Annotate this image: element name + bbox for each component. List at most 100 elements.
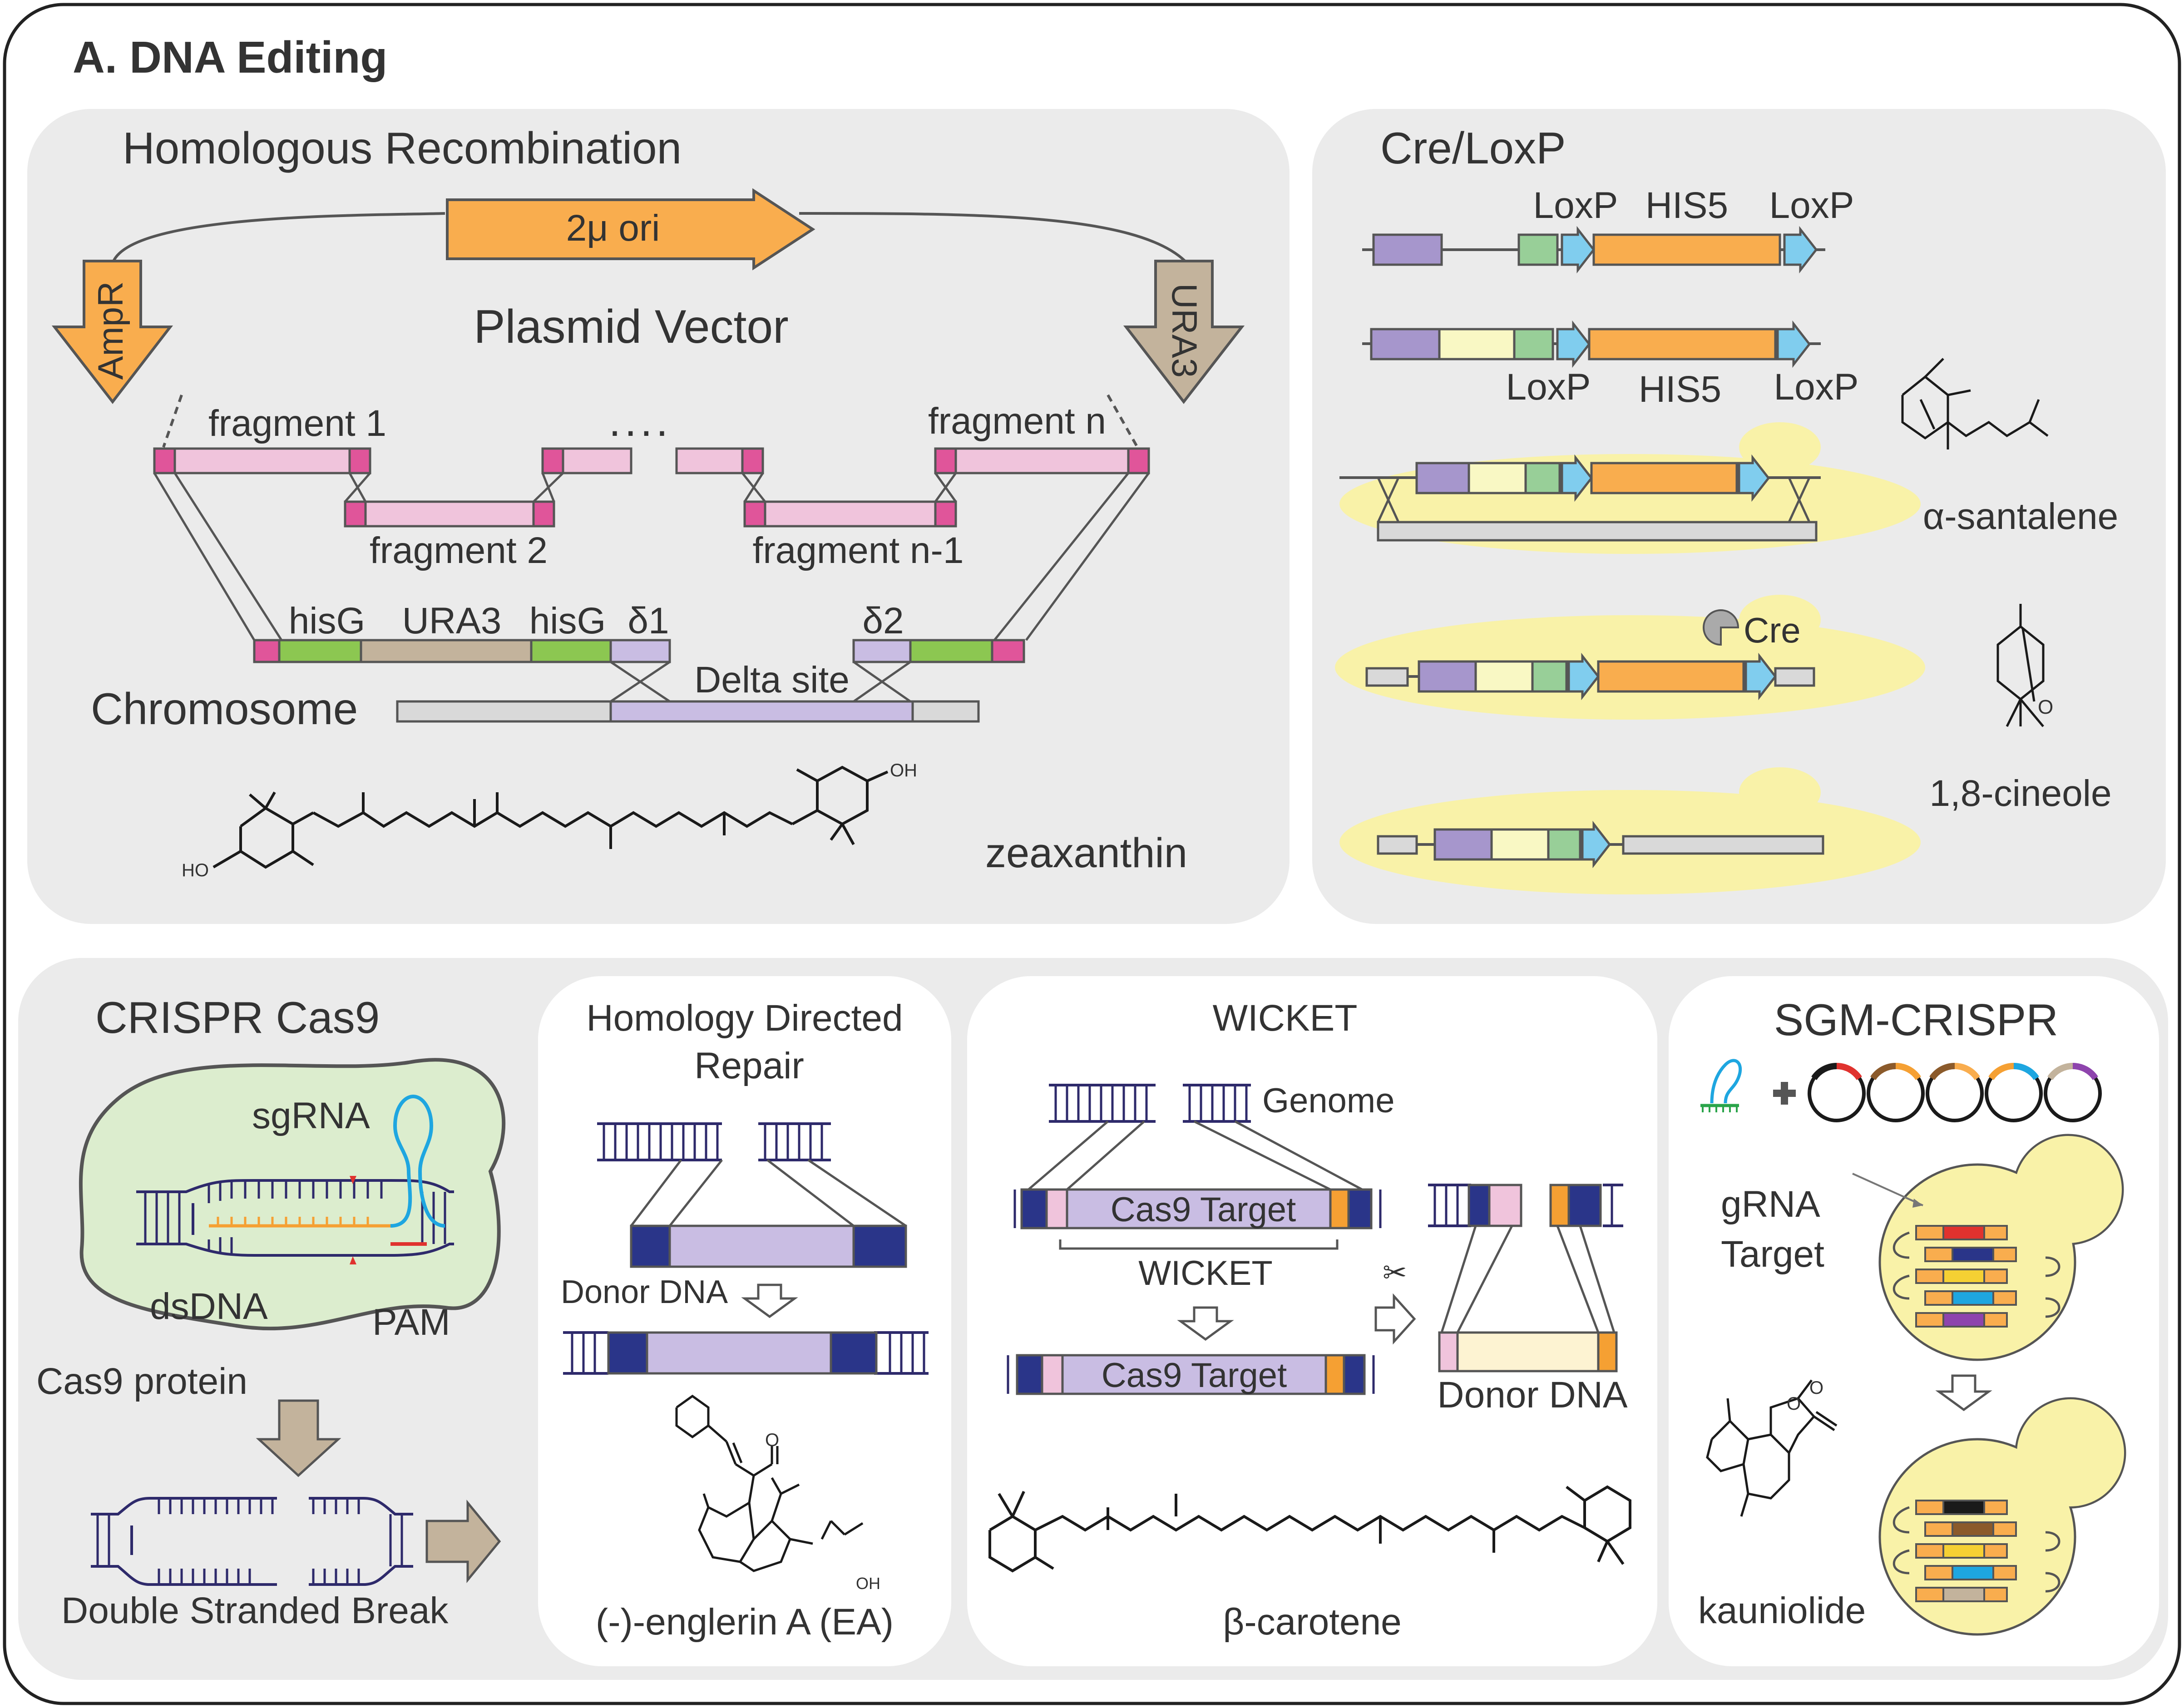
hisg1-label: hisG <box>289 600 366 642</box>
dsb-dna <box>91 1497 413 1586</box>
sgm-guide-icon <box>1700 1059 1742 1112</box>
cassette-marker-1 <box>1942 1225 1985 1240</box>
kauniolide-label: kauniolide <box>1698 1590 1866 1631</box>
hdr-result <box>563 1331 929 1375</box>
fragment-n <box>934 447 1150 474</box>
wicket-genome-label: Genome <box>1262 1081 1395 1120</box>
cassette-marker-5 <box>1942 1587 1985 1602</box>
hisg2-label: hisG <box>529 600 606 642</box>
plasmid-4 <box>1985 1063 2043 1122</box>
cassette-marker-5 <box>1942 1312 1985 1328</box>
yeast-cell-2 <box>1335 595 1925 720</box>
plasmid-2 <box>1867 1063 1925 1122</box>
grna-label-line1: gRNA <box>1721 1184 1820 1225</box>
fragment-2-label: fragment 2 <box>370 530 548 571</box>
plasmid-5 <box>2044 1063 2102 1122</box>
fragment-crossovers <box>344 472 957 503</box>
main-title: A. DNA Editing <box>73 32 387 82</box>
sgrna-label: sgRNA <box>252 1095 370 1136</box>
dsdna-label: dsDNA <box>150 1286 268 1327</box>
sgm-cassettes-a <box>1915 1225 2017 1328</box>
cre-panel: Cre/LoxP LoxP HIS5 LoxP LoxP HIS5 LoxP <box>1312 109 2166 924</box>
cassette-marker-3 <box>1942 1269 1985 1284</box>
cineole-structure <box>1996 604 2045 727</box>
cre-row-1 <box>1372 226 1818 274</box>
fragment-1-label: fragment 1 <box>208 403 386 444</box>
hdr-title-line2: Repair <box>694 1045 804 1086</box>
kauniolide-o2: O <box>1787 1394 1801 1414</box>
plasmid-1 <box>1808 1063 1866 1122</box>
chromosome-crossovers <box>610 661 911 703</box>
wicket-bracket <box>1059 1239 1339 1250</box>
cas9-protein-label: Cas9 protein <box>36 1361 247 1402</box>
loxp-b-label: LoxP <box>1769 185 1854 226</box>
ampr-label: AmpR <box>90 281 130 380</box>
wicket-donor-lines <box>1440 1225 1616 1333</box>
hr-title: Homologous Recombination <box>123 123 682 173</box>
fragment-3 <box>541 447 632 474</box>
plus-icon <box>1773 1082 1796 1105</box>
wicket-title: WICKET <box>1213 997 1358 1039</box>
zeaxanthin-structure <box>212 765 889 869</box>
dsb-label: Double Stranded Break <box>61 1590 449 1631</box>
cre-row-2 <box>1370 320 1811 368</box>
wicket-cas9-target-1: Cas9 Target <box>1111 1190 1296 1229</box>
sgrna-guide <box>209 1094 445 1264</box>
pam-label: PAM <box>372 1302 450 1343</box>
wicket-donor-cassette <box>1438 1331 1618 1372</box>
zeaxanthin-ho-bottom: HO <box>182 860 209 880</box>
ura3-chr-label: URA3 <box>402 600 502 642</box>
cassette-marker-3 <box>1942 1543 1985 1559</box>
sgm-yeast-1 <box>1878 1134 2124 1361</box>
englerin-label: (-)-englerin A (EA) <box>596 1601 894 1643</box>
hdr-lines <box>630 1159 907 1227</box>
integration-lines <box>153 472 1150 641</box>
zeaxanthin-label: zeaxanthin <box>985 830 1187 876</box>
his5-b-label: HIS5 <box>1639 369 1721 410</box>
wicket-section: WICKET Genome Cas9 Target W <box>967 976 1657 1666</box>
loxp-c-label: LoxP <box>1506 366 1591 408</box>
dash-right <box>1107 394 1139 448</box>
wicket-label: WICKET <box>1138 1254 1273 1293</box>
sgm-yeast-2 <box>1878 1397 2126 1636</box>
dash-left <box>162 395 183 448</box>
wicket-cas9-target-2: Cas9 Target <box>1102 1356 1287 1395</box>
wicket-down-arrow <box>1177 1306 1234 1341</box>
plasmid-label: Plasmid Vector <box>474 301 789 353</box>
delta-site-label: Delta site <box>694 659 850 701</box>
plasmid-backbone <box>112 212 1186 262</box>
fragment-n-label: fragment n <box>928 400 1106 442</box>
cassette-marker-4 <box>1952 1290 1994 1306</box>
fragment-1 <box>153 447 371 474</box>
wicket-donor-ends <box>1428 1184 1623 1227</box>
chromosome-bar <box>396 700 980 723</box>
englerin-o-atom: O <box>765 1430 779 1450</box>
his5-a-label: HIS5 <box>1645 185 1728 226</box>
hdr-donor-cassette <box>630 1224 907 1268</box>
cassette-marker-2 <box>1952 1521 1994 1537</box>
integration-cassette <box>253 639 1025 663</box>
cassette-marker-2 <box>1952 1247 1994 1262</box>
santalene-structure <box>1901 358 2049 449</box>
wicket-right-arrow <box>1374 1293 1416 1345</box>
santalene-label: α-santalene <box>1923 496 2118 537</box>
ori-arrow: 2μ ori <box>446 188 815 271</box>
sgm-section: SGM-CRISPR <box>1669 976 2159 1666</box>
wicket-donor-label: Donor DNA <box>1437 1374 1628 1416</box>
chromosome-label: Chromosome <box>91 684 358 734</box>
grna-label-line2: Target <box>1721 1234 1824 1275</box>
sgm-cassettes-b <box>1915 1500 2017 1602</box>
ori-label: 2μ ori <box>566 207 660 249</box>
hdr-title-line1: Homology Directed <box>586 997 903 1039</box>
cassette-marker-1 <box>1942 1500 1985 1515</box>
crispr-title: CRISPR Cas9 <box>95 992 380 1042</box>
cineole-o-atom: O <box>2038 696 2053 718</box>
loxp-a-label: LoxP <box>1533 185 1618 226</box>
hdr-genome <box>597 1122 831 1161</box>
cineole-label: 1,8-cineole <box>1929 773 2111 814</box>
wicket-target-2 <box>1007 1354 1375 1395</box>
dsb-right-arrow <box>425 1500 501 1583</box>
englerin-oh: OH <box>856 1574 880 1593</box>
cas9-dsdna <box>136 1179 454 1257</box>
yeast-cell-3 <box>1339 767 1921 894</box>
